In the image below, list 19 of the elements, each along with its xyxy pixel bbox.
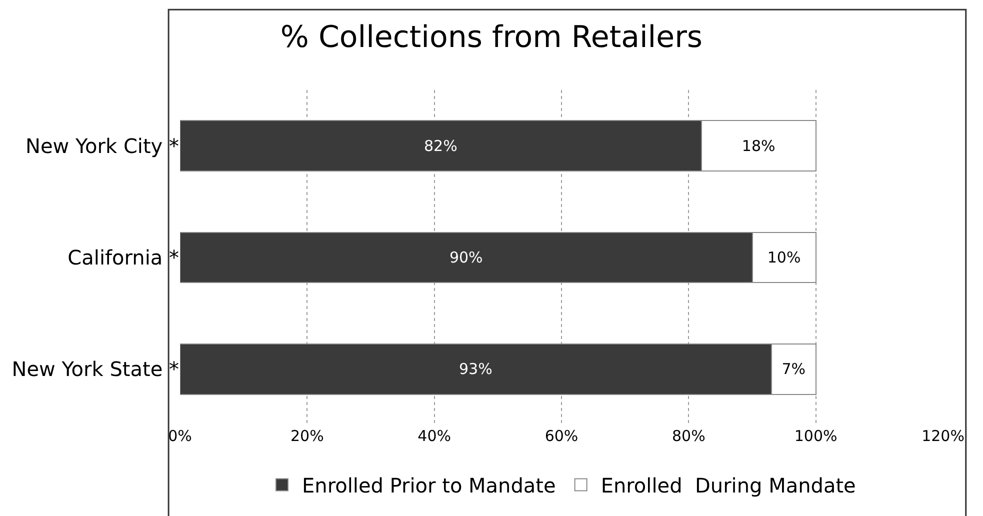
x-tick-label: 120% [922, 427, 964, 445]
x-tick-label: 0% [168, 427, 192, 445]
x-tick-label: 100% [794, 427, 838, 445]
y-tick-label: California * [68, 246, 179, 270]
y-tick-label: New York City * [26, 134, 179, 158]
x-tick-label: 80% [672, 427, 706, 445]
legend-label: Enrolled During Mandate [600, 474, 856, 498]
x-tick-label: 40% [418, 427, 451, 445]
data-label: 7% [782, 360, 806, 378]
data-label: 18% [742, 136, 776, 155]
data-label: 93% [458, 360, 492, 378]
data-label: 10% [767, 248, 801, 267]
legend-label: Enrolled Prior to Mandate [302, 474, 556, 498]
data-label: 90% [449, 248, 483, 267]
x-tick-label: 20% [290, 427, 324, 445]
chart-title: % Collections from Retailers [280, 20, 703, 55]
x-tick-label: 60% [544, 427, 578, 445]
data-label: 82% [424, 136, 458, 155]
y-tick-label: New York State * [12, 357, 179, 382]
